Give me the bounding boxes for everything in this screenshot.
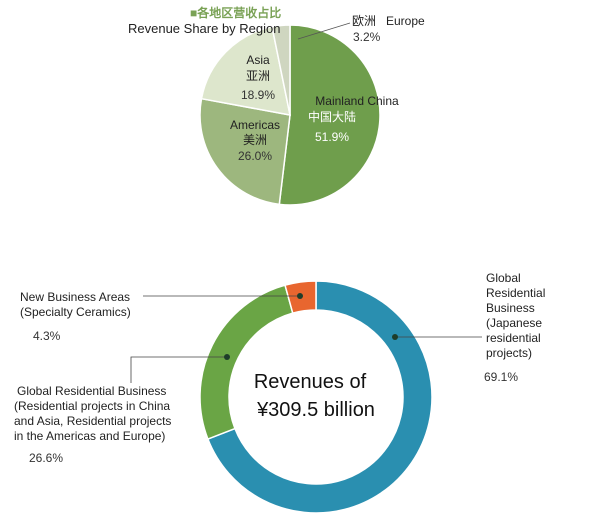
donut-label-japan-line: (Japanese	[486, 316, 542, 330]
donut-label-global-line: and Asia, Residential projects	[14, 414, 171, 428]
donut-label-japan: Global Residential Business (Japanese re…	[486, 271, 545, 360]
pie-value-americas: 26.0%	[238, 149, 272, 163]
pie-label-americas-cn: 美洲	[243, 133, 267, 147]
pie-label-asia-en: Asia	[246, 53, 270, 67]
donut-value-japan: 69.1%	[484, 370, 518, 384]
donut-label-japan-line: projects)	[486, 346, 532, 360]
pie-title-en: Revenue Share by Region	[128, 21, 281, 36]
pie-label-americas-en: Americas	[230, 118, 280, 132]
donut-label-japan-line: Global	[486, 271, 521, 285]
donut-label-new-business-line: (Specialty Ceramics)	[20, 305, 131, 319]
donut-label-new-business: New Business Areas (Specialty Ceramics)	[20, 290, 131, 319]
donut-label-global: Global Residential Business (Residential…	[14, 384, 171, 443]
donut-center-line2: ¥309.5 billion	[256, 399, 375, 421]
donut-label-japan-line: Business	[486, 301, 535, 315]
donut-leader-global	[130, 356, 227, 383]
region-pie-chart	[199, 24, 381, 206]
pie-label-asia-cn: 亚洲	[246, 69, 270, 83]
donut-label-global-line: in the Americas and Europe)	[14, 429, 165, 443]
pie-slice-mainland-china	[278, 24, 381, 206]
donut-value-new-business: 4.3%	[33, 329, 61, 343]
pie-value-china: 51.9%	[315, 130, 349, 144]
pie-leader-europe	[297, 22, 351, 40]
donut-slice-japanese-residential	[206, 280, 433, 514]
donut-center-line1: Revenues of	[254, 371, 367, 393]
donut-label-new-business-line: New Business Areas	[20, 290, 130, 304]
pie-value-asia: 18.9%	[241, 88, 275, 102]
pie-label-europe-cn: 欧洲	[352, 14, 376, 28]
donut-label-japan-line: residential	[486, 331, 541, 345]
donut-marker-global	[224, 354, 230, 360]
pie-label-china-en: Mainland China	[315, 94, 399, 108]
donut-marker-new-business	[297, 293, 303, 299]
pie-slice-asia	[200, 25, 291, 116]
pie-label-europe-en: Europe	[386, 14, 425, 28]
donut-label-global-line: Global Residential Business	[17, 384, 166, 398]
pie-slice-europe	[271, 24, 291, 116]
donut-label-global-line: (Residential projects in China	[14, 399, 170, 413]
pie-slice-americas	[199, 97, 291, 206]
pie-value-europe: 3.2%	[353, 30, 381, 44]
business-donut-chart	[199, 280, 433, 514]
donut-value-global: 26.6%	[29, 451, 63, 465]
pie-title-cn: ■各地区营收占比	[190, 5, 281, 20]
donut-label-japan-line: Residential	[486, 286, 545, 300]
pie-label-china-cn: 中国大陆	[308, 109, 356, 124]
donut-marker-japan	[392, 334, 398, 340]
